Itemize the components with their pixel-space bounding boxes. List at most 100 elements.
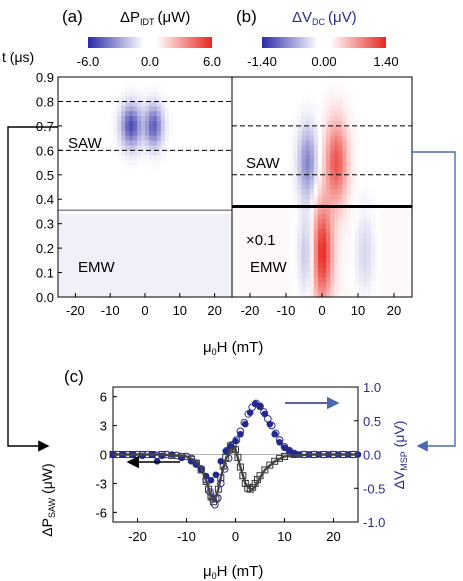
arrow-to-right-axis [412, 151, 456, 452]
heat-cell [309, 238, 315, 244]
heat-cell [375, 233, 380, 239]
heat-cell [309, 174, 315, 181]
heat-cell [371, 209, 376, 215]
heat-cell [81, 223, 87, 230]
heat-cell [212, 213, 217, 220]
heat-cell [358, 213, 364, 220]
heat-cell [354, 125, 360, 132]
heat-cell [387, 238, 393, 244]
heat-cell [354, 140, 360, 147]
heat-cell [350, 169, 356, 176]
heat-cell [121, 125, 126, 132]
heat-cell [367, 243, 372, 249]
heat-cell [160, 228, 166, 235]
heat-cell [141, 140, 146, 147]
heat-cell [293, 174, 299, 181]
heat-cell [326, 169, 331, 176]
heat-cell [277, 218, 282, 225]
heat-cell [305, 199, 311, 205]
heat-cell [224, 277, 229, 283]
heat-cell [109, 116, 114, 122]
heat-cell [208, 257, 213, 264]
heat-cell [180, 238, 186, 244]
heat-cell [200, 218, 205, 225]
heat-cell [342, 150, 348, 156]
heat-cell [387, 277, 393, 283]
heat-cell [383, 243, 389, 249]
heat-cell [133, 287, 138, 293]
heat-cell [334, 169, 339, 176]
heat-cell [232, 248, 237, 254]
heat-cell [322, 287, 327, 293]
heat-cell [301, 257, 307, 264]
heat-cell [293, 125, 299, 132]
heat-cell [297, 272, 303, 279]
heat-cell [196, 287, 201, 293]
heat-cell [188, 292, 194, 298]
heat-cell [289, 194, 294, 200]
heat-cell [105, 238, 111, 244]
heat-cell [342, 272, 348, 279]
heatmap-a [57, 76, 233, 298]
heat-cell [121, 233, 126, 239]
heat-cell [73, 218, 79, 225]
heat-cell [125, 257, 130, 264]
heat-cell [322, 194, 327, 200]
heat-cell [220, 253, 225, 259]
heat-cell [305, 238, 311, 244]
heat-cell [403, 257, 409, 264]
heat-cell [180, 272, 186, 279]
heat-cell [330, 121, 335, 127]
heat-cell [317, 238, 323, 244]
heat-cell [354, 228, 360, 235]
heat-cell [145, 91, 150, 98]
heat-cell [248, 209, 254, 215]
heat-cell [264, 267, 270, 274]
heat-cell [362, 199, 368, 205]
heat-cell [358, 238, 364, 244]
heat-cell [172, 257, 178, 264]
heat-cell [85, 218, 91, 225]
heat-cell [69, 243, 75, 249]
left-tick-label: 6 [100, 390, 107, 405]
heat-cell [277, 292, 282, 298]
heat-cell [176, 292, 182, 298]
heat-cell [192, 228, 198, 235]
heat-cell [358, 287, 364, 293]
heat-cell [244, 238, 249, 244]
heat-cell [113, 253, 118, 259]
panel-label-c: (c) [64, 367, 84, 386]
heat-cell [244, 292, 249, 298]
heat-cell [260, 228, 266, 235]
heat-cell [293, 194, 299, 200]
heat-cell [188, 218, 194, 225]
heat-cell [334, 282, 339, 288]
heat-cell [125, 238, 130, 244]
heat-cell [172, 228, 178, 235]
heat-cell [309, 248, 315, 254]
heat-cell [77, 223, 83, 230]
heat-cell [260, 238, 266, 244]
heat-cell [297, 238, 303, 244]
heat-cell [129, 292, 134, 298]
heat-cell [326, 248, 331, 254]
heat-cell [188, 272, 194, 279]
heat-cell [350, 179, 356, 186]
heat-cell [101, 262, 107, 269]
heat-cell [164, 213, 170, 220]
heat-cell [69, 287, 75, 293]
heat-cell [172, 233, 178, 239]
open-circle-point [280, 442, 289, 451]
heat-cell [240, 243, 245, 249]
heat-cell [297, 116, 303, 122]
heat-cell [403, 218, 409, 225]
heat-cell [297, 174, 303, 181]
heat-cell [200, 243, 205, 249]
heat-cell [160, 91, 166, 98]
heat-cell [125, 228, 130, 235]
heat-cell [281, 253, 286, 259]
heat-cell [216, 238, 221, 244]
heat-cell [334, 267, 339, 274]
heat-cell [192, 253, 198, 259]
heat-cell [61, 218, 67, 225]
